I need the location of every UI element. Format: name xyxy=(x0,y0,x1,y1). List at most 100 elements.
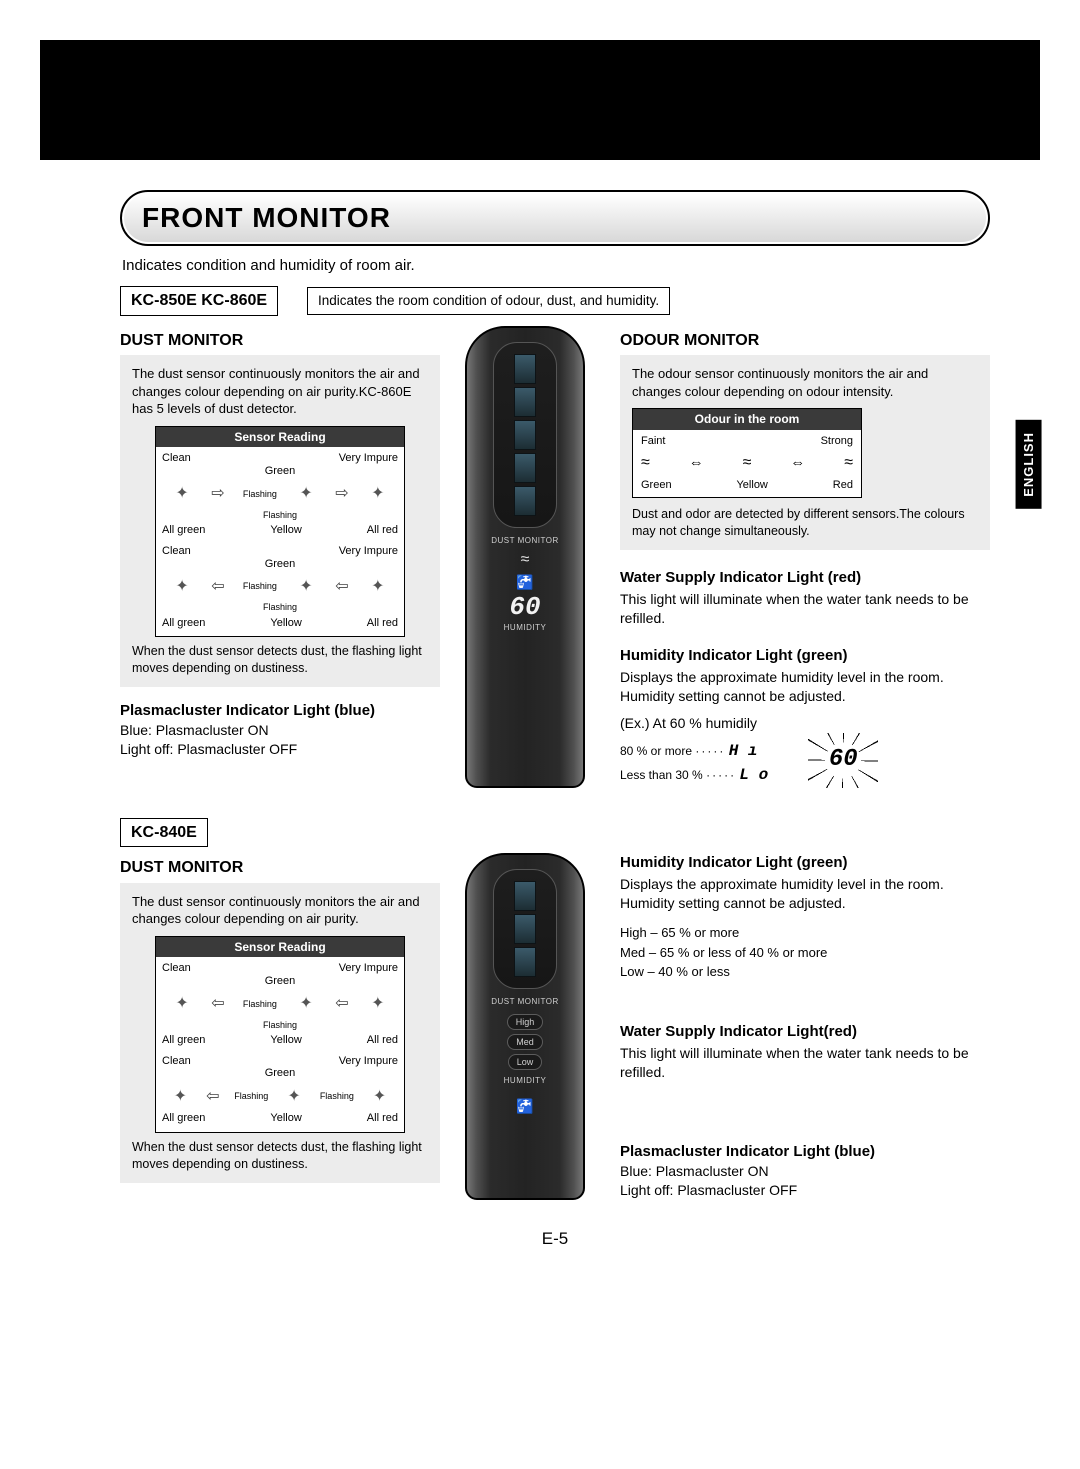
device-high: High xyxy=(507,1014,544,1030)
arrow-left-icon: ⇦ xyxy=(206,1086,219,1108)
humidity-text-b: Displays the approximate humidity level … xyxy=(620,875,990,913)
node-icon: ✦ xyxy=(283,1085,305,1107)
label-yellow: Yellow xyxy=(270,1111,301,1126)
plasma-off-b: Light off: Plasmacluster OFF xyxy=(620,1181,990,1200)
label-green: Green xyxy=(162,464,398,479)
label-all-red: All red xyxy=(367,1033,398,1048)
node-icon: ✦ xyxy=(295,575,317,597)
humidity-title-b: Humidity Indicator Light (green) xyxy=(620,853,990,873)
double-arrow-icon: ⇔ xyxy=(790,453,805,473)
label-red: Red xyxy=(833,478,853,493)
lo-label: Less than 30 % xyxy=(620,768,703,782)
label-flashing: Flashing xyxy=(243,580,277,592)
sensor-table-head: Sensor Reading xyxy=(156,427,404,447)
water-text-b: This light will illuminate when the wate… xyxy=(620,1044,990,1082)
label-green: Green xyxy=(162,1066,398,1081)
dust-graybox-b: The dust sensor continuously monitors th… xyxy=(120,883,440,1183)
label-all-red: All red xyxy=(367,523,398,538)
device-illustration-840: DUST MONITOR High Med Low HUMIDITY 🚰 xyxy=(465,853,585,1200)
label-yellow: Yellow xyxy=(270,616,301,631)
label-yellow: Yellow xyxy=(270,1033,301,1048)
label-flashing: Flashing xyxy=(234,1090,268,1102)
node-icon: ✦ xyxy=(367,483,389,505)
label-yellow: Yellow xyxy=(270,523,301,538)
dust-monitor-title-b: DUST MONITOR xyxy=(120,857,440,879)
arrow-left-icon: ⇦ xyxy=(211,576,224,598)
level-med: Med – 65 % or less of 40 % or more xyxy=(620,943,990,963)
wave-icon: ≈ xyxy=(743,452,752,474)
odour-table-head: Odour in the room xyxy=(633,409,861,429)
label-flashing: Flashing xyxy=(162,509,398,521)
section-title: FRONT MONITOR xyxy=(142,199,968,237)
label-flashing: Flashing xyxy=(162,601,398,613)
arrow-left-icon: ⇦ xyxy=(335,576,348,598)
label-green: Green xyxy=(162,974,398,989)
arrow-left-icon: ⇦ xyxy=(211,993,224,1015)
lo-value: L o xyxy=(739,766,768,784)
hi-value: H ı xyxy=(729,742,758,760)
plasma-title-b: Plasmacluster Indicator Light (blue) xyxy=(620,1142,990,1162)
label-flashing: Flashing xyxy=(243,998,277,1010)
node-icon: ✦ xyxy=(367,993,389,1015)
water-text: This light will illuminate when the wate… xyxy=(620,590,990,628)
device-humidity-label: HUMIDITY xyxy=(479,623,571,634)
label-green: Green xyxy=(641,478,672,493)
sensor-table-b: Sensor Reading Clean Very Impure Green ✦… xyxy=(155,936,405,1133)
double-arrow-icon: ⇔ xyxy=(689,453,704,473)
section-title-box: FRONT MONITOR xyxy=(120,190,990,246)
device-low: Low xyxy=(508,1054,543,1070)
model-box-850-860: KC-850E KC-860E xyxy=(120,286,278,316)
hi-label: 80 % or more xyxy=(620,744,692,758)
label-strong: Strong xyxy=(821,434,853,449)
odour-text: The odour sensor continuously monitors t… xyxy=(632,365,978,400)
dust-graybox: The dust sensor continuously monitors th… xyxy=(120,355,440,687)
humidity-text: Displays the approximate humidity level … xyxy=(620,668,990,706)
node-icon: ✦ xyxy=(171,575,193,597)
label-flashing: Flashing xyxy=(243,488,277,500)
black-banner xyxy=(40,40,1040,160)
wave-icon: ≈ xyxy=(844,452,853,474)
label-all-green: All green xyxy=(162,1111,205,1126)
language-tab: ENGLISH xyxy=(1016,420,1042,509)
water-drop-icon: 🚰 xyxy=(479,573,571,592)
water-title-a: Water Supply Indicator Light (red) xyxy=(620,568,990,588)
label-all-green: All green xyxy=(162,616,205,631)
odour-table: Odour in the room Faint Strong ≈ ⇔ ≈ ⇔ xyxy=(632,408,862,497)
odour-note: Dust and odor are detected by different … xyxy=(632,506,978,540)
label-faint: Faint xyxy=(641,434,665,449)
device-dust-label: DUST MONITOR xyxy=(479,997,571,1008)
humidity-title: Humidity Indicator Light (green) xyxy=(620,646,990,666)
label-all-red: All red xyxy=(367,616,398,631)
arrow-right-icon: ⇨ xyxy=(335,483,348,505)
label-all-red: All red xyxy=(367,1111,398,1126)
dust-text-a: The dust sensor continuously monitors th… xyxy=(132,365,428,418)
label-clean: Clean xyxy=(162,1054,191,1069)
label-very-impure: Very Impure xyxy=(339,451,398,466)
label-clean: Clean xyxy=(162,544,191,559)
label-yellow: Yellow xyxy=(736,478,767,493)
device-dust-label: DUST MONITOR xyxy=(479,536,571,547)
dust-monitor-title: DUST MONITOR xyxy=(120,330,440,352)
device-illustration-850: DUST MONITOR ≈ 🚰 60 HUMIDITY xyxy=(465,326,585,788)
label-flashing: Flashing xyxy=(162,1019,398,1031)
humidity-example: (Ex.) At 60 % humidily xyxy=(620,714,990,733)
plasma-title: Plasmacluster Indicator Light (blue) xyxy=(120,701,440,721)
sixty-burst-icon: 60 xyxy=(808,733,878,788)
label-flashing: Flashing xyxy=(320,1090,354,1102)
sensor-table-head: Sensor Reading xyxy=(156,937,404,957)
page-number: E-5 xyxy=(120,1228,990,1251)
dust-text-b: The dust sensor continuously monitors th… xyxy=(132,893,428,928)
node-icon: ✦ xyxy=(169,1085,191,1107)
label-very-impure: Very Impure xyxy=(339,1054,398,1069)
level-low: Low – 40 % or less xyxy=(620,962,990,982)
water-title-b: Water Supply Indicator Light(red) xyxy=(620,1022,990,1042)
node-icon: ✦ xyxy=(295,483,317,505)
device-humidity-label: HUMIDITY xyxy=(479,1076,571,1087)
odour-graybox: The odour sensor continuously monitors t… xyxy=(620,355,990,549)
device-seg-display: 60 xyxy=(479,594,571,620)
wave-icon: ≈ xyxy=(641,452,650,474)
node-icon: ✦ xyxy=(367,575,389,597)
wave-icon: ≈ xyxy=(479,549,571,571)
level-high: High – 65 % or more xyxy=(620,923,990,943)
label-clean: Clean xyxy=(162,451,191,466)
